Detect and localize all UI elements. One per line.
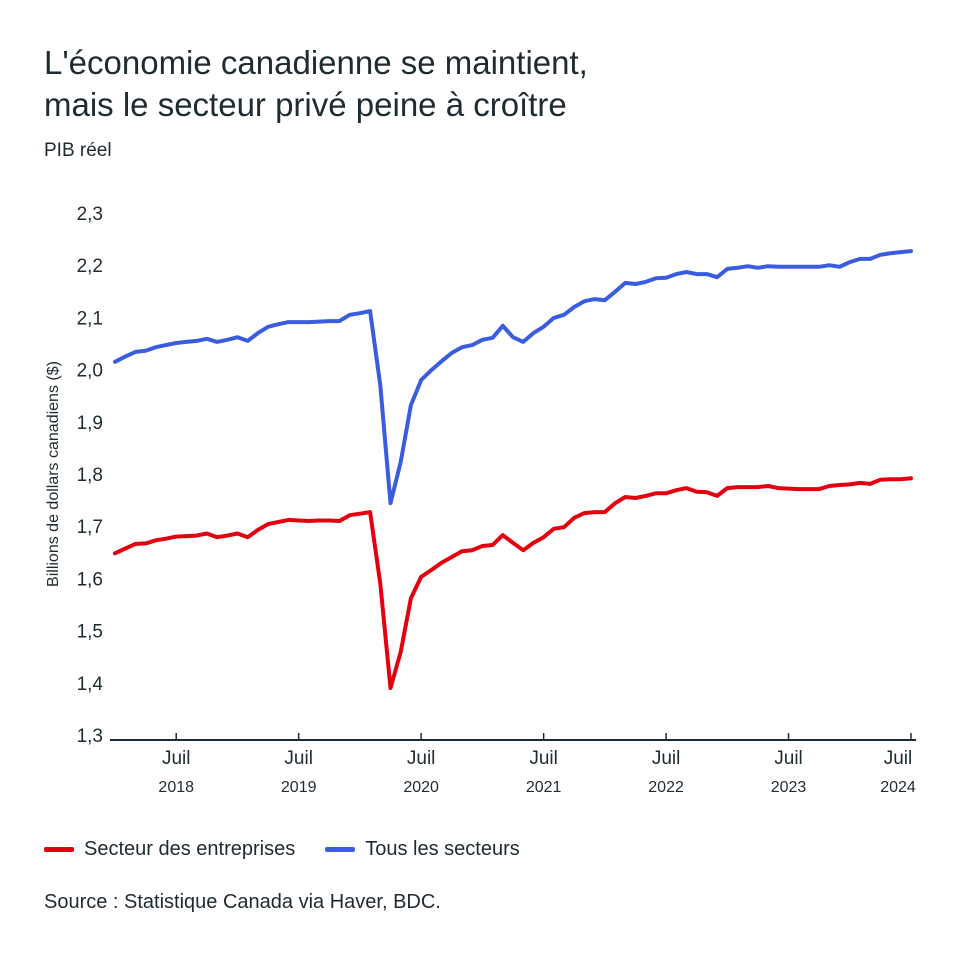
x-tick-month: Juil: [884, 748, 913, 769]
y-tick-label: 1,8: [77, 465, 103, 486]
y-tick-label: 2,1: [77, 308, 103, 329]
y-tick-label: 1,4: [77, 674, 104, 695]
chart-subtitle: PIB réel: [44, 140, 112, 161]
x-tick-year: 2018: [158, 779, 194, 796]
x-tick-year: 2022: [648, 779, 684, 796]
y-tick-label: 2,2: [77, 256, 103, 277]
legend-swatch-red: [44, 847, 74, 852]
x-tick-month: Juil: [162, 748, 191, 769]
x-tick-month: Juil: [652, 748, 681, 769]
x-tick-month: Juil: [774, 748, 803, 769]
y-axis: 2,3 2,2 2,1 2,0 1,9 1,8 1,7 1,6 1,5 1,4 1,3: [77, 204, 104, 747]
chart-title: L'économie canadienne se maintient, mais…: [44, 42, 588, 126]
legend: Secteur des entreprises Tous les secteur…: [44, 838, 520, 861]
y-tick-label: 1,3: [77, 726, 103, 747]
x-tick-month: Juil: [407, 748, 436, 769]
y-tick-label: 1,9: [77, 413, 103, 434]
x-axis: Juil 2018 Juil 2019 Juil 2020 Juil 2021 Juil 2022…: [158, 733, 916, 796]
source-note: Source : Statistique Canada via Haver, B…: [44, 891, 441, 913]
legend-label: Secteur des entreprises: [84, 838, 296, 860]
x-tick-year: 2021: [526, 779, 562, 796]
y-tick-label: 1,5: [77, 622, 103, 643]
x-tick-month: Juil: [284, 748, 313, 769]
y-axis-label: Billions de dollars canadiens ($): [45, 361, 62, 587]
legend-swatch-blue: [325, 847, 356, 852]
series-line-all-sectors: [113, 249, 913, 506]
title-line-2: mais le secteur privé peine à croître: [44, 86, 567, 123]
title-line-1: L'économie canadienne se maintient,: [44, 44, 588, 81]
y-tick-label: 1,7: [77, 517, 103, 538]
y-tick-label: 2,3: [77, 204, 103, 225]
y-tick-label: 1,6: [77, 569, 103, 590]
x-tick-year: 2023: [771, 779, 807, 796]
series-line-business-sector: [113, 476, 913, 690]
legend-item-all: Tous les secteurs: [325, 838, 520, 861]
x-tick-year: 2024: [880, 779, 916, 796]
x-tick-year: 2019: [281, 779, 317, 796]
plot-lines: [113, 249, 913, 690]
legend-label: Tous les secteurs: [365, 838, 520, 860]
y-tick-label: 2,0: [77, 361, 103, 382]
x-tick-year: 2020: [403, 779, 439, 796]
x-tick-month: Juil: [529, 748, 558, 769]
legend-item-business: Secteur des entreprises: [44, 838, 295, 861]
